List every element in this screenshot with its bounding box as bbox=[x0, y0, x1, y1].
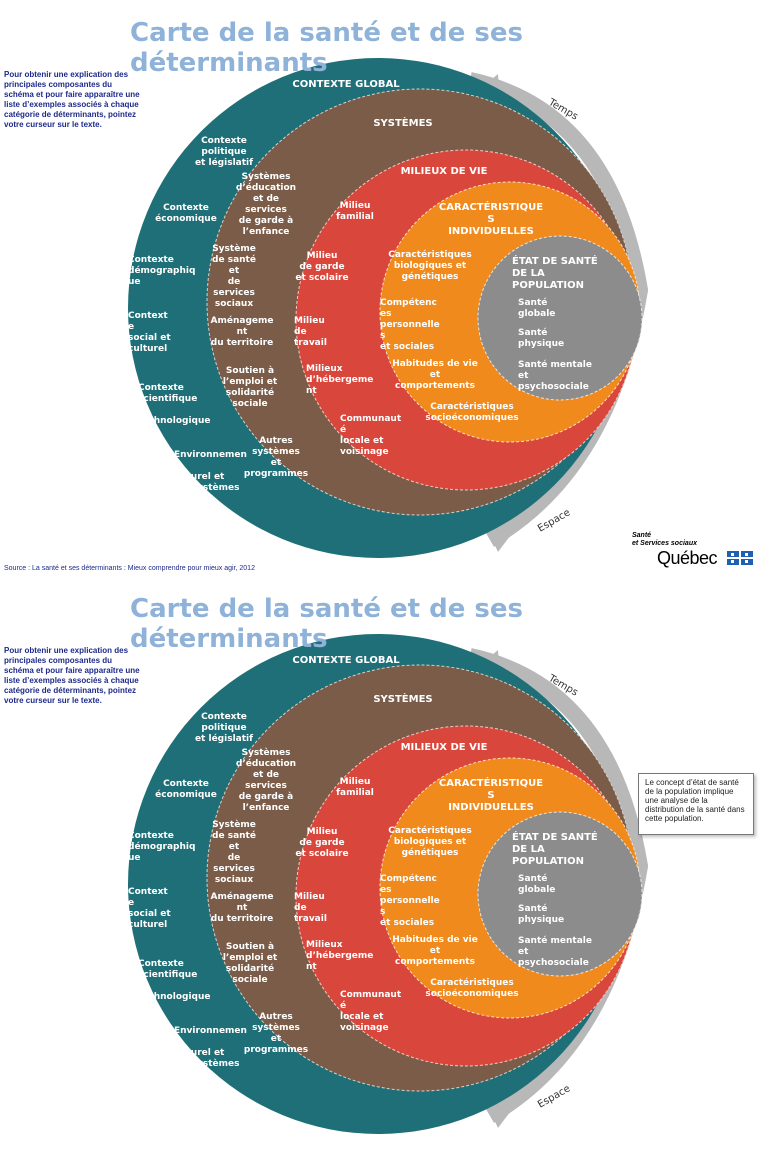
systemes-item[interactable]: Soutien à l’emploi et solidarité sociale bbox=[223, 942, 278, 985]
milieux-item[interactable]: Milieu de garde et scolaire bbox=[295, 827, 348, 859]
title-systemes[interactable]: SYSTÈMES bbox=[373, 116, 432, 129]
title-caracteristiques-individuelles[interactable]: CARACTÉRISTIQUE S INDIVIDUELLES bbox=[439, 200, 543, 237]
global-item[interactable]: Context e social et culturel bbox=[128, 887, 171, 930]
individuelles-item[interactable]: Caractéristiques socioéconomiques bbox=[425, 401, 518, 423]
slide-2: Temps Espace CONTEXTE GLOBAL SYSTÈMES MILIEU… bbox=[0, 576, 768, 1152]
etat-item[interactable]: Santé globale bbox=[518, 873, 555, 895]
global-item[interactable]: Environnemen t naturel et écosystèmes bbox=[174, 450, 247, 493]
milieux-item[interactable]: Milieu de garde et scolaire bbox=[295, 251, 348, 283]
systemes-item[interactable]: Soutien à l’emploi et solidarité sociale bbox=[223, 366, 278, 409]
global-item[interactable]: Context e social et culturel bbox=[128, 311, 171, 354]
systemes-item[interactable]: Systèmes d’éducation et de services de garde… bbox=[236, 171, 296, 237]
quebec-logo: Santé et Services sociaux Québec bbox=[632, 532, 762, 572]
title-etat-de-sante[interactable]: ÉTAT DE SANTÉ DE LA POPULATION bbox=[512, 254, 598, 291]
milieux-item[interactable]: Communaut é locale et voisinage bbox=[340, 414, 402, 457]
global-item[interactable]: Contexte scientifique et technologique bbox=[138, 383, 211, 426]
systemes-item[interactable]: Aménageme nt du territoire bbox=[211, 315, 274, 348]
quebec-flag-icon bbox=[727, 551, 753, 565]
systemes-item[interactable]: Système de santé et de services sociaux bbox=[212, 243, 256, 309]
individuelles-item[interactable]: Habitudes de vie et comportements bbox=[392, 935, 478, 967]
etat-item[interactable]: Santé mentale et psychosociale bbox=[518, 935, 592, 968]
logo-name: Québec bbox=[657, 548, 718, 568]
space-arrowhead-icon bbox=[488, 528, 516, 552]
milieux-item[interactable]: Milieux d’hébergeme nt bbox=[306, 940, 373, 972]
systemes-item[interactable]: Système de santé et de services sociaux bbox=[212, 819, 256, 885]
page-title: Carte de la santé et de ses déterminants bbox=[130, 18, 524, 78]
global-item[interactable]: Contexte économique bbox=[155, 203, 217, 224]
source-citation: Source : La santé et ses déterminants : … bbox=[4, 565, 255, 572]
global-item[interactable]: Contexte démographiq ue bbox=[128, 255, 195, 287]
milieux-item[interactable]: Milieu familial bbox=[336, 201, 374, 222]
individuelles-item[interactable]: Caractéristiques socioéconomiques bbox=[425, 977, 518, 999]
instructions-text: Pour obtenir une explication des princip… bbox=[4, 646, 140, 705]
individuelles-item[interactable]: Habitudes de vie et comportements bbox=[392, 359, 478, 391]
title-contexte-global[interactable]: CONTEXTE GLOBAL bbox=[292, 79, 400, 90]
global-item[interactable]: Contexte politique et législatif bbox=[195, 136, 253, 168]
etat-item[interactable]: Santé globale bbox=[518, 297, 555, 319]
title-caracteristiques-individuelles[interactable]: CARACTÉRISTIQUE S INDIVIDUELLES bbox=[439, 776, 543, 813]
milieux-item[interactable]: Milieux d’hébergeme nt bbox=[306, 364, 373, 396]
global-item[interactable]: Contexte scientifique et technologique bbox=[138, 959, 211, 1002]
instructions-text: Pour obtenir une explication des princip… bbox=[4, 70, 140, 129]
individuelles-item[interactable]: Caractéristiques biologiques et génétiques bbox=[388, 825, 472, 858]
title-etat-de-sante[interactable]: ÉTAT DE SANTÉ DE LA POPULATION bbox=[512, 830, 598, 867]
slide-1: Temps Espace CONTEXTE GLOBAL SYSTÈMES MILIEU… bbox=[4, 18, 762, 572]
systemes-item[interactable]: Aménageme nt du territoire bbox=[211, 891, 274, 924]
etat-item[interactable]: Santé physique bbox=[518, 903, 564, 925]
individuelles-item[interactable]: Compétenc es personnelle s et sociales bbox=[380, 873, 440, 928]
page-title: Carte de la santé et de ses déterminants bbox=[130, 594, 524, 654]
title-systemes[interactable]: SYSTÈMES bbox=[373, 692, 432, 705]
title-milieux-de-vie[interactable]: MILIEUX DE VIE bbox=[401, 166, 488, 177]
global-item[interactable]: Contexte économique bbox=[155, 779, 217, 800]
etat-item[interactable]: Santé physique bbox=[518, 327, 564, 349]
title-milieux-de-vie[interactable]: MILIEUX DE VIE bbox=[401, 742, 488, 753]
systemes-item[interactable]: Systèmes d’éducation et de services de garde… bbox=[236, 747, 296, 813]
etat-sante-tooltip: Le concept d’état de santé de la populat… bbox=[638, 773, 754, 835]
milieux-item[interactable]: Milieu de travail bbox=[294, 892, 327, 924]
individuelles-item[interactable]: Caractéristiques biologiques et génétiques bbox=[388, 249, 472, 282]
circle-etat-de-sante bbox=[477, 235, 643, 401]
global-item[interactable]: Contexte démographiq ue bbox=[128, 831, 195, 863]
individuelles-item[interactable]: Compétenc es personnelle s et sociales bbox=[380, 297, 440, 352]
logo-line-2: et Services sociaux bbox=[632, 540, 697, 547]
time-space-arc bbox=[468, 72, 649, 547]
title-contexte-global[interactable]: CONTEXTE GLOBAL bbox=[292, 655, 400, 666]
global-item[interactable]: Contexte politique et législatif bbox=[195, 712, 253, 744]
etat-item[interactable]: Santé mentale et psychosociale bbox=[518, 359, 592, 392]
systemes-item[interactable]: Autres systèmes et programmes bbox=[244, 436, 308, 479]
milieux-item[interactable]: Milieu familial bbox=[336, 777, 374, 798]
milieux-item[interactable]: Milieu de travail bbox=[294, 316, 327, 348]
logo-line-1: Santé bbox=[632, 532, 652, 539]
circle-etat-de-sante bbox=[477, 811, 643, 977]
